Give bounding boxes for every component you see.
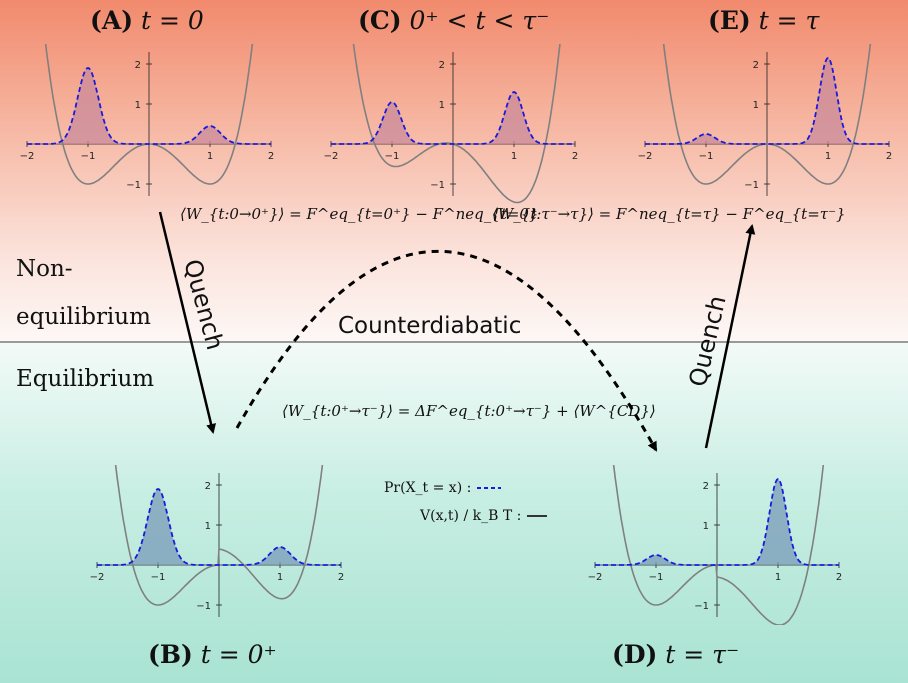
density-fill: [331, 92, 575, 144]
x-tick-label: 2: [836, 572, 842, 583]
y-tick-label: 1: [439, 100, 445, 111]
legend-probability: Pr(X_t = x) :: [384, 480, 502, 496]
quench-right-label: Quench: [684, 293, 732, 389]
y-tick-label: 1: [703, 521, 709, 532]
x-tick-label: −1: [151, 572, 166, 583]
x-tick-label: −1: [385, 151, 400, 162]
x-tick-label: 1: [825, 151, 831, 162]
y-tick-label: 1: [205, 521, 211, 532]
quench-left-arrow: [158, 211, 216, 434]
x-tick-label: −2: [324, 151, 339, 162]
y-tick-label: −1: [430, 180, 445, 191]
x-tick-label: 1: [511, 151, 517, 162]
density-fill: [595, 479, 839, 565]
y-tick-label: 1: [753, 100, 759, 111]
x-tick-label: −1: [81, 151, 96, 162]
x-tick-label: −2: [90, 572, 105, 583]
panel-c-letter: (C): [358, 6, 402, 35]
panel-a-letter: (A): [90, 6, 134, 35]
x-tick-label: −2: [20, 151, 35, 162]
panel-d-letter: (D): [612, 640, 658, 669]
potential-curve: [114, 465, 324, 606]
y-tick-label: 2: [703, 481, 709, 492]
potential-curve: [352, 44, 561, 204]
panel-e-letter: (E): [708, 6, 751, 35]
density-curve: [97, 488, 341, 566]
panel-d-title: (D) t = τ⁻: [612, 640, 739, 669]
nonequilibrium-label-line2: equilibrium: [16, 304, 151, 330]
potential-curve: [612, 465, 825, 625]
x-tick-label: −2: [638, 151, 653, 162]
density-curve: [595, 477, 839, 566]
y-tick-label: 2: [439, 60, 445, 71]
nonequilibrium-label-line1: Non-: [16, 256, 73, 282]
panel-a-plot: −2 −1 1 2 2 1 −1: [20, 44, 274, 196]
work-counterdiabatic-formula: ⟨W_{t:0⁺→τ⁻}⟩ = ΔF^eq_{t:0⁺→τ⁻} + ⟨W^{CD…: [282, 402, 656, 420]
x-tick-label: 1: [775, 572, 781, 583]
region-divider: [0, 341, 908, 343]
x-tick-label: 1: [277, 572, 283, 583]
density-fill: [27, 68, 271, 144]
density-curve: [645, 56, 889, 145]
x-tick-label: 2: [268, 151, 274, 162]
y-tick-label: 2: [135, 60, 141, 71]
panel-a-title: (A) t = 0: [90, 6, 204, 35]
legend-probability-label: Pr(X_t = x) :: [384, 480, 472, 496]
panel-d-plot: −2 −1 1 2 2 1 −1: [588, 465, 842, 625]
panel-c-condition: 0⁺ < t < τ⁻: [409, 6, 550, 35]
panel-e-condition: t = τ: [758, 6, 820, 35]
y-tick-label: −1: [744, 180, 759, 191]
panel-b-title: (B) t = 0⁺: [148, 640, 277, 669]
y-tick-label: 1: [135, 100, 141, 111]
panel-b-letter: (B): [148, 640, 193, 669]
x-tick-label: 1: [207, 151, 213, 162]
density-fill: [645, 58, 889, 144]
x-tick-label: 2: [338, 572, 344, 583]
x-tick-label: −2: [588, 572, 603, 583]
y-tick-label: −1: [694, 601, 709, 612]
legend-potential: V(x,t) / k_B T :: [420, 508, 548, 524]
counterdiabatic-arc-arrow: [235, 249, 658, 452]
panel-b-condition: t = 0⁺: [200, 640, 277, 669]
equilibrium-label: Equilibrium: [16, 366, 155, 392]
panel-b-plot: −2 −1 1 2 2 1 −1: [90, 465, 344, 617]
y-tick-label: 2: [205, 481, 211, 492]
density-curve: [331, 91, 575, 145]
panel-a-condition: t = 0: [141, 6, 204, 35]
potential-curve: [662, 44, 872, 185]
panel-d-condition: t = τ⁻: [665, 640, 740, 669]
density-fill: [97, 489, 341, 565]
legend-potential-label: V(x,t) / k_B T :: [420, 508, 522, 524]
counterdiabatic-label: Counterdiabatic: [338, 313, 521, 339]
work-quench-end-formula: ⟨W_{t:τ⁻→τ}⟩ = F^neq_{t=τ} − F^eq_{t=τ⁻}: [492, 205, 846, 223]
nonequilibrium-region: [0, 0, 908, 343]
density-curve: [27, 67, 271, 145]
panel-e-plot: −2 −1 1 2 2 1 −1: [638, 44, 892, 196]
dashed-line-swatch-icon: [476, 487, 501, 489]
y-tick-label: −1: [196, 601, 211, 612]
panel-c-title: (C) 0⁺ < t < τ⁻: [358, 6, 549, 35]
quench-right-arrow: [704, 224, 756, 449]
work-quench-start-formula: ⟨W_{t:0→0⁺}⟩ = F^eq_{t=0⁺} − F^neq_{t=0}: [180, 205, 539, 223]
y-tick-label: −1: [126, 180, 141, 191]
panel-e-title: (E) t = τ: [708, 6, 819, 35]
panel-c-plot: −2 −1 1 2 2 1 −1: [324, 44, 578, 204]
x-tick-label: 2: [572, 151, 578, 162]
quench-left-label: Quench: [178, 256, 229, 353]
x-tick-label: −1: [649, 572, 664, 583]
y-tick-label: 2: [753, 60, 759, 71]
x-tick-label: −1: [699, 151, 714, 162]
solid-line-swatch-icon: [526, 515, 547, 517]
x-tick-label: 2: [886, 151, 892, 162]
